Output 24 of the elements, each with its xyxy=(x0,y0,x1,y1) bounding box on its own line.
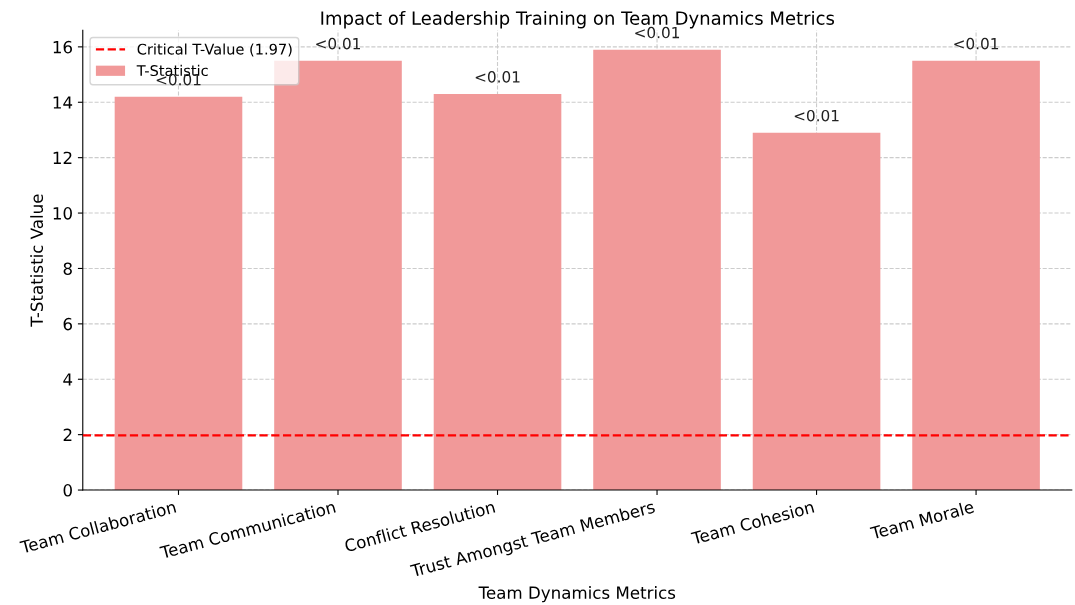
y-tick-label: 10 xyxy=(53,207,72,220)
y-tick-label: 12 xyxy=(53,151,72,164)
y-axis-title: T-Statistic Value xyxy=(30,194,44,327)
x-tick-label: Team Morale xyxy=(869,500,975,540)
x-axis-title: Team Dynamics Metrics xyxy=(478,586,676,603)
bar xyxy=(593,49,721,491)
data-label: <0.01 xyxy=(475,71,520,83)
x-tick-label: Team Cohesion xyxy=(690,500,815,545)
y-tick-label: 16 xyxy=(53,40,72,54)
data-label: <0.01 xyxy=(316,37,360,50)
bar xyxy=(274,60,402,491)
bar xyxy=(114,96,243,491)
data-label: <0.01 xyxy=(794,109,839,122)
bar xyxy=(752,132,881,491)
bar xyxy=(433,93,562,491)
y-tick-label: 8 xyxy=(63,262,72,276)
y-tick-label: 4 xyxy=(63,373,73,386)
y-tick-label: 6 xyxy=(63,317,72,331)
y-tick-label: 2 xyxy=(63,428,72,441)
data-label: <0.01 xyxy=(954,37,999,50)
y-tick-label: 14 xyxy=(53,96,73,109)
y-tick-label: 0 xyxy=(63,484,72,497)
legend-label: Critical T-Value (1.97) xyxy=(137,43,292,57)
bar xyxy=(912,60,1040,491)
